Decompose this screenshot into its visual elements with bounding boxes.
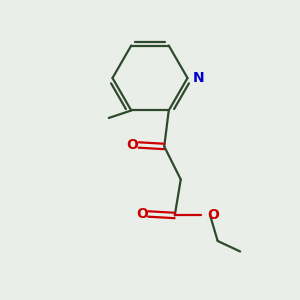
Text: O: O xyxy=(207,208,219,223)
Text: N: N xyxy=(193,71,205,85)
Text: O: O xyxy=(136,207,148,221)
Text: O: O xyxy=(126,138,138,152)
